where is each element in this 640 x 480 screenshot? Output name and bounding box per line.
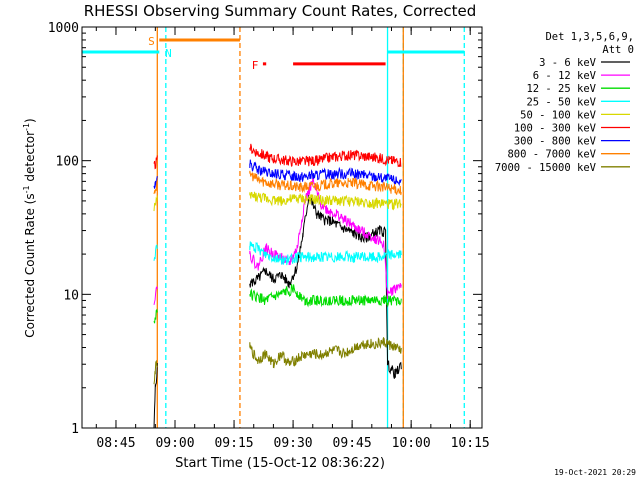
- plot-frame: [81, 26, 483, 429]
- series-line-3: [153, 241, 402, 266]
- legend-header-2: Att 0: [602, 44, 634, 56]
- series-line-7: [153, 170, 402, 196]
- flag-label-s: S: [148, 35, 155, 48]
- legend-label-2: 12 - 25 keV: [526, 83, 596, 95]
- x-tick-label-1: 09:00: [155, 436, 194, 451]
- x-tick-label-4: 09:45: [333, 436, 372, 451]
- series-line-6: [153, 159, 402, 189]
- plot-area: [156, 27, 465, 428]
- chart-title: RHESSI Observing Summary Count Rates, Co…: [84, 2, 477, 20]
- x-axis-label: Start Time (15-Oct-12 08:36:22): [175, 456, 385, 471]
- x-tick-label-3: 09:30: [274, 436, 313, 451]
- legend-label-5: 100 - 300 keV: [514, 123, 597, 135]
- flag-bar-group: SN F: [82, 35, 465, 72]
- legend-label-0: 3 - 6 keV: [539, 57, 597, 69]
- y-axis-label-sup2: -1: [22, 123, 31, 131]
- y-axis-label-mid: detector: [23, 131, 37, 186]
- legend-label-7: 800 - 7000 keV: [507, 149, 596, 161]
- series-line-0: [153, 194, 402, 429]
- flag-label-f: F: [252, 59, 259, 72]
- y-axis-label-sup1: -1: [22, 185, 31, 193]
- y-axis-label: Corrected Count Rate (s-1 detector-1): [22, 118, 37, 337]
- y-tick-label-1: 10: [63, 288, 79, 303]
- series-line-8: [153, 337, 402, 385]
- x-tick-label-0: 08:45: [96, 436, 135, 451]
- series-line-4: [153, 191, 402, 212]
- series-line-2: [153, 284, 402, 324]
- x-tick-label-2: 09:15: [214, 436, 253, 451]
- y-tick-label-3: 1000: [48, 21, 79, 36]
- flag-label-n: N: [165, 47, 172, 60]
- legend-label-6: 300 - 800 keV: [514, 136, 597, 148]
- y-axis-label-main: Corrected Count Rate (s: [23, 193, 37, 337]
- series-line-5: [153, 143, 402, 170]
- axis-group: 1 10 100 1000 08:45 09:00 09:15 09:30 09:45 10:00…: [48, 21, 490, 451]
- legend-label-1: 6 - 12 keV: [533, 70, 597, 82]
- series-line-1: [153, 177, 402, 305]
- legend-label-3: 25 - 50 keV: [526, 96, 596, 108]
- y-axis-label-end: ): [23, 118, 37, 123]
- date-stamp: 19-Oct-2021 20:29: [554, 468, 636, 477]
- series-group: [153, 143, 402, 429]
- y-tick-label-2: 100: [56, 155, 79, 170]
- x-tick-label-6: 10:15: [451, 436, 490, 451]
- y-tick-label-0: 1: [71, 422, 79, 437]
- legend-label-4: 50 - 100 keV: [520, 109, 597, 121]
- legend-label-8: 7000 - 15000 keV: [495, 162, 597, 174]
- x-tick-label-5: 10:00: [392, 436, 431, 451]
- legend-header-1: Det 1,3,5,6,9,: [545, 31, 634, 43]
